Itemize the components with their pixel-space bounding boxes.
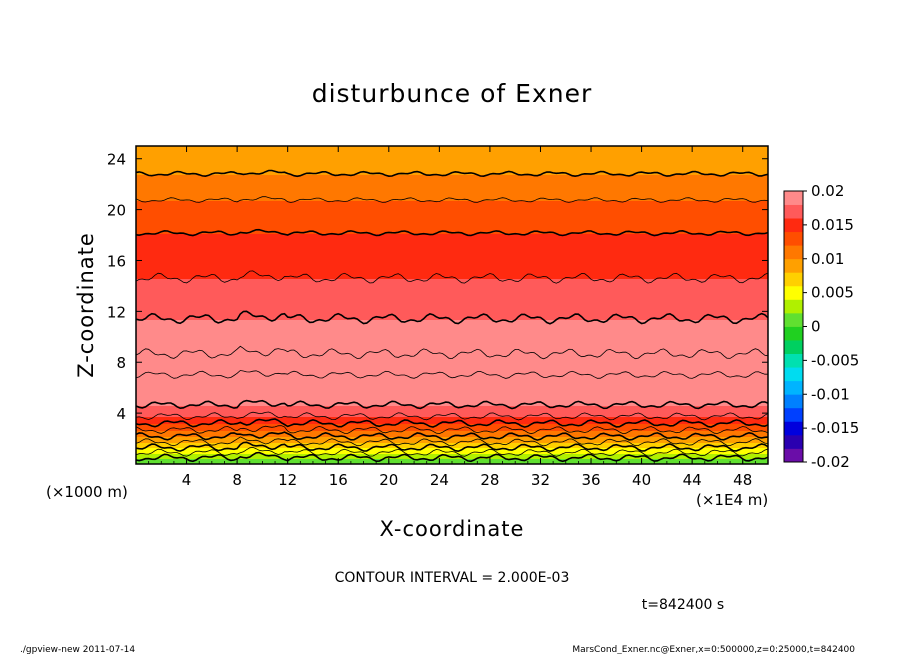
- colorbar-swatch: [784, 245, 803, 260]
- colorbar-swatch: [784, 367, 803, 382]
- colorbar: [783, 190, 804, 463]
- contour-line: [135, 451, 769, 463]
- contour-line: [135, 270, 769, 284]
- y-tick-label: 20: [107, 202, 126, 220]
- colorbar-swatch: [784, 434, 803, 449]
- colorbar-swatch: [784, 299, 803, 314]
- contour-line: [135, 431, 769, 441]
- colorbar-swatch: [784, 312, 803, 327]
- contour-line: [135, 310, 769, 325]
- heatmap-band: [136, 234, 768, 280]
- x-tick-label: 36: [581, 471, 600, 489]
- heatmap-band: [136, 279, 768, 321]
- colorbar-swatch: [784, 448, 803, 463]
- y-axis-ticks: 4 8 12 16 20 24: [107, 151, 768, 423]
- contour-line: [135, 169, 769, 178]
- heatmap-band: [136, 175, 768, 202]
- x-tick-note: (×1E4 m): [696, 491, 768, 509]
- x-axis-ticks: 4 8 12 16 20 24 28 32 36 40 44 48: [148, 146, 756, 489]
- colorbar-swatch: [784, 191, 803, 205]
- contour-line: [135, 418, 769, 428]
- colorbar-swatch: [784, 394, 803, 409]
- y-tick-label: 12: [107, 303, 126, 321]
- colorbar-swatch: [784, 407, 803, 422]
- colorbar-swatch: [784, 231, 803, 246]
- contour-line: [135, 446, 769, 457]
- y-tick-label: 16: [107, 252, 126, 270]
- heatmap-band: [136, 417, 768, 425]
- y-tick-label: 24: [107, 151, 126, 169]
- colorbar-tick-label: 0.015: [811, 216, 854, 234]
- colorbar-swatch: [784, 340, 803, 354]
- heatmap-band: [136, 201, 768, 235]
- heatmap-band: [136, 437, 768, 444]
- x-tick-label: 48: [733, 471, 752, 489]
- contour-lines: [135, 169, 769, 463]
- plot-area: [135, 146, 769, 464]
- colorbar-tick-label: 0.01: [811, 250, 844, 268]
- colorbar-tick-label: -0.02: [811, 453, 850, 471]
- colorbar-ticks: 0.02 0.015 0.01 0.005 0 -0.005 -0.01 -0.015 -0.0…: [803, 182, 859, 471]
- y-tick-label: 4: [116, 405, 126, 423]
- colorbar-tick-label: 0.005: [811, 284, 854, 302]
- colorbar-swatch: [784, 421, 803, 436]
- contour-line: [135, 370, 768, 379]
- colorbar-swatch: [784, 204, 803, 219]
- x-tick-label: 12: [278, 471, 297, 489]
- colorbar-swatch: [784, 353, 803, 368]
- colorbar-swatch: [784, 326, 803, 341]
- colorbar-tick-label: -0.015: [811, 419, 859, 437]
- heatmap-field: [136, 146, 768, 464]
- heatmap-band: [136, 424, 768, 432]
- x-tick-label: 24: [430, 471, 449, 489]
- x-tick-label: 4: [182, 471, 192, 489]
- colorbar-swatch: [784, 218, 803, 233]
- contour-line: [135, 411, 769, 421]
- contour-line: [135, 228, 769, 237]
- x-tick-label: 32: [531, 471, 550, 489]
- x-tick-label: 8: [232, 471, 242, 489]
- contour-line: [135, 196, 769, 203]
- colorbar-tick-label: 0: [811, 318, 821, 336]
- contour-line: [135, 436, 769, 447]
- heatmap-band: [136, 146, 768, 176]
- contour-line: [135, 345, 769, 360]
- colorbar-tick-label: -0.005: [811, 351, 859, 369]
- footer-left: ./gpview-new 2011-07-14: [20, 645, 135, 654]
- heatmap-band: [136, 320, 768, 407]
- footer-right: MarsCond_Exner.nc@Exner,x=0:500000,z=0:2…: [572, 645, 855, 654]
- contour-line: [135, 441, 769, 453]
- heatmap-band: [136, 406, 768, 418]
- x-unit-note: (×1000 m): [46, 483, 128, 501]
- contour-line: [135, 399, 769, 410]
- x-tick-label: 16: [329, 471, 348, 489]
- colorbar-swatch: [784, 380, 803, 395]
- colorbar-swatch: [784, 258, 803, 273]
- x-tick-label: 28: [480, 471, 499, 489]
- y-tick-label: 8: [116, 354, 126, 372]
- heatmap-band: [136, 431, 768, 438]
- contour-line: [135, 425, 769, 435]
- colorbar-swatch: [784, 272, 803, 287]
- y-axis-title: Z-coordinate: [74, 232, 98, 378]
- x-axis-title: X-coordinate: [380, 517, 525, 541]
- x-tick-label: 20: [379, 471, 398, 489]
- x-tick-label: 44: [683, 471, 702, 489]
- colorbar-tick-label: -0.01: [811, 385, 850, 403]
- time-label: t=842400 s: [642, 597, 724, 613]
- contour-interval-label: CONTOUR INTERVAL = 2.000E-03: [335, 570, 570, 586]
- colorbar-swatch: [784, 285, 803, 300]
- x-tick-label: 40: [632, 471, 651, 489]
- chart-title: disturbunce of Exner: [312, 79, 593, 108]
- colorbar-tick-label: 0.02: [811, 182, 844, 200]
